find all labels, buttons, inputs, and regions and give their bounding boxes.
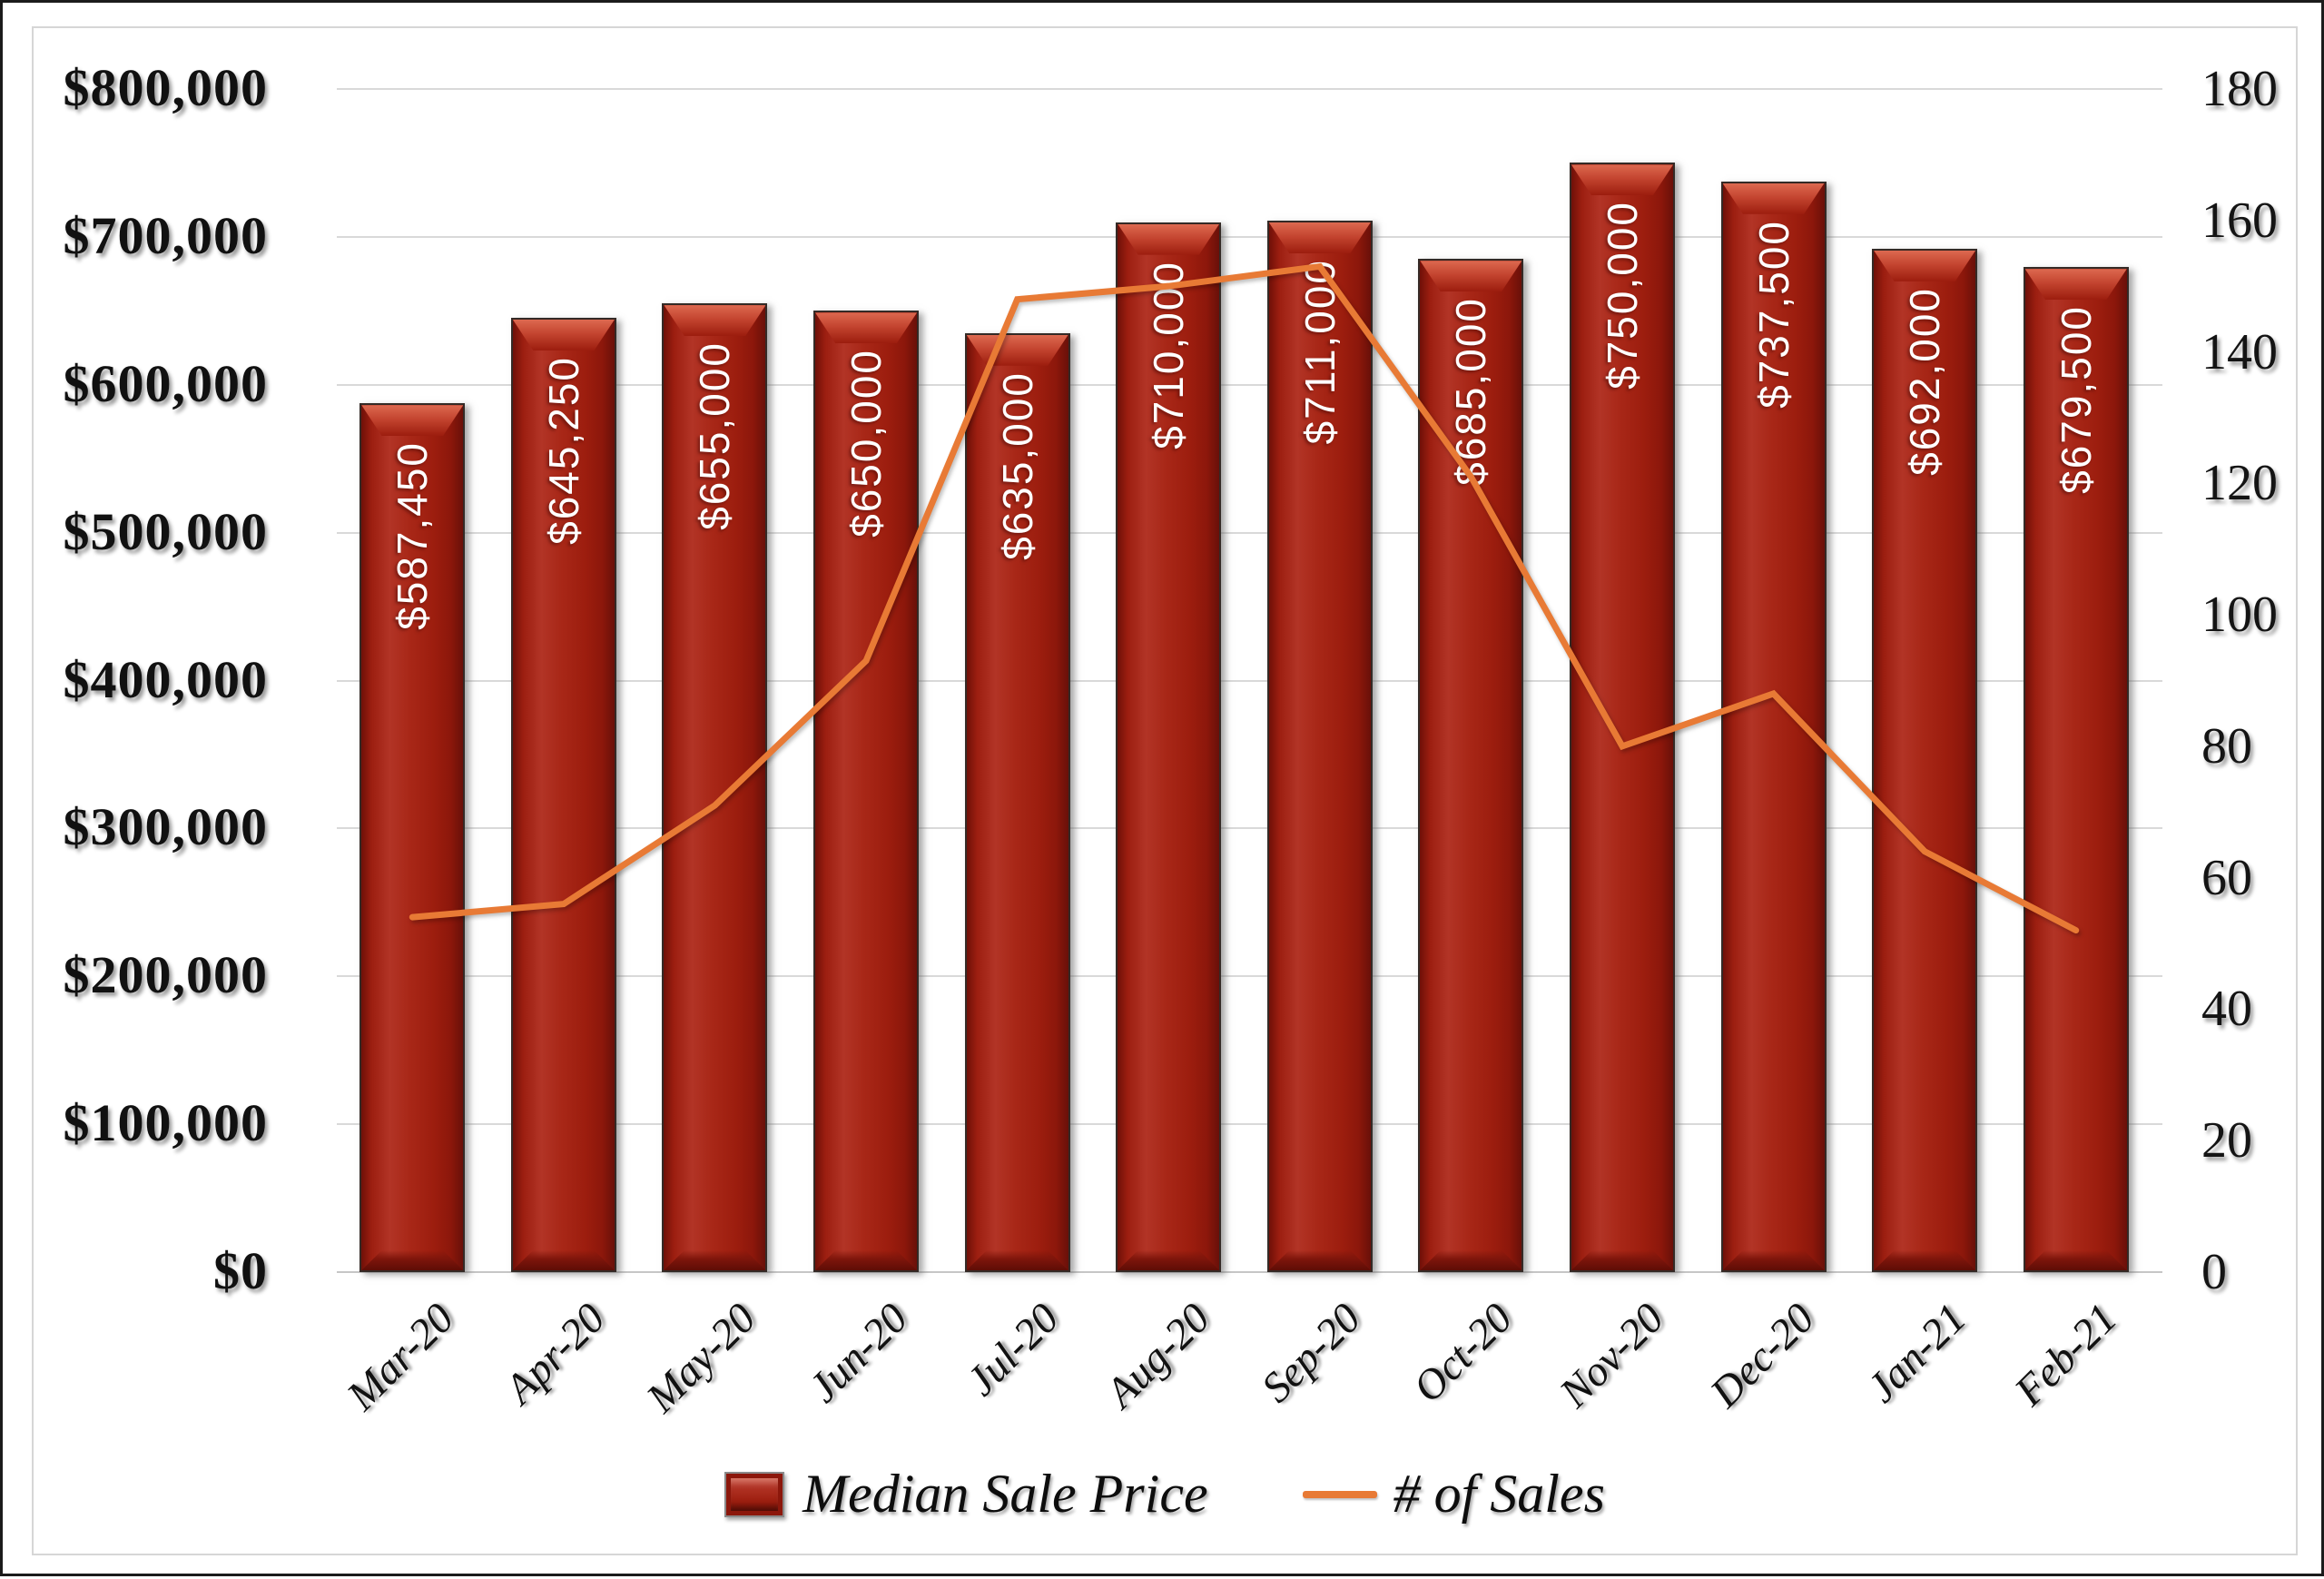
- bar-bottom-bevel: [966, 1249, 1068, 1270]
- sales-line-svg: [409, 262, 2080, 934]
- bar-bottom-bevel: [815, 1250, 918, 1270]
- bar-top-bevel: [512, 320, 615, 351]
- y-axis-label-right: 180: [2201, 61, 2278, 117]
- bar-bottom-bevel: [1874, 1249, 1976, 1270]
- y-axis-label-left: $200,000: [63, 945, 268, 1005]
- bar-bottom-bevel: [1118, 1249, 1220, 1270]
- bar-top-bevel: [1874, 250, 1976, 281]
- bar-Mar-20: $587,450: [359, 403, 466, 1272]
- legend-bar-label: Median Sale Price: [803, 1464, 1208, 1524]
- bar-bottom-bevel: [1571, 1250, 1673, 1270]
- y-axis-label-left: $600,000: [63, 353, 268, 413]
- y-axis-label-right: 100: [2201, 587, 2278, 644]
- y-axis-label-right: 120: [2201, 455, 2278, 512]
- bar-Feb-21: $679,500: [2023, 267, 2129, 1272]
- y-axis-label-left: $0: [213, 1241, 268, 1301]
- gridline: [337, 383, 2162, 386]
- bar-Apr-20: $645,250: [510, 318, 616, 1272]
- y-axis-label-left: $300,000: [63, 797, 268, 857]
- legend: Median Sale Price # of Sales: [3, 1463, 2324, 1525]
- y-axis-label-right: 140: [2201, 323, 2278, 380]
- y-axis-label-right: 40: [2201, 981, 2252, 1038]
- bar-Jun-20: $650,000: [813, 311, 920, 1272]
- y-axis-label-left: $100,000: [63, 1093, 268, 1153]
- bar-May-20: $655,000: [662, 303, 768, 1272]
- gridline: [337, 679, 2162, 682]
- y-axis-label-left: $400,000: [63, 649, 268, 709]
- bar-top-bevel: [2024, 269, 2127, 301]
- bar-Jan-21: $692,000: [1872, 248, 1978, 1272]
- y-axis-label-left: $500,000: [63, 501, 268, 561]
- gridline: [337, 1123, 2162, 1126]
- bar-bottom-bevel: [512, 1249, 615, 1270]
- legend-line-swatch-icon: [1302, 1490, 1377, 1498]
- bar-bottom-bevel: [1722, 1250, 1825, 1270]
- bar-Sep-20: $711,000: [1266, 220, 1373, 1272]
- bar-bottom-bevel: [1420, 1249, 1522, 1270]
- bar-Aug-20: $710,000: [1116, 222, 1222, 1272]
- bar-bottom-bevel: [664, 1249, 766, 1270]
- x-axis-line: [337, 1271, 2162, 1273]
- y-axis-label-right: 80: [2201, 717, 2252, 775]
- gridline: [337, 975, 2162, 978]
- bar-top-bevel: [664, 305, 766, 337]
- y-axis-label-right: 160: [2201, 192, 2278, 249]
- y-axis-label-right: 0: [2201, 1244, 2227, 1300]
- bar-bottom-bevel: [361, 1249, 464, 1270]
- sales-line: [409, 262, 2080, 934]
- y-axis-label-left: $800,000: [63, 58, 268, 118]
- y-axis-label-left: $700,000: [63, 206, 268, 266]
- y-axis-label-right: 20: [2201, 1112, 2252, 1169]
- legend-bar-swatch-icon: [724, 1471, 785, 1517]
- legend-line-label: # of Sales: [1393, 1464, 1605, 1524]
- bar-bottom-bevel: [1268, 1249, 1371, 1270]
- bar-Jul-20: $635,000: [964, 332, 1070, 1272]
- gridline: [337, 235, 2162, 238]
- gridline: [337, 827, 2162, 830]
- bar-bottom-bevel: [2024, 1249, 2127, 1270]
- bar-Nov-20: $750,000: [1569, 163, 1675, 1272]
- y-axis-label-right: 60: [2201, 849, 2252, 906]
- gridline: [337, 88, 2162, 90]
- gridline: [337, 531, 2162, 534]
- bar-top-bevel: [815, 312, 918, 344]
